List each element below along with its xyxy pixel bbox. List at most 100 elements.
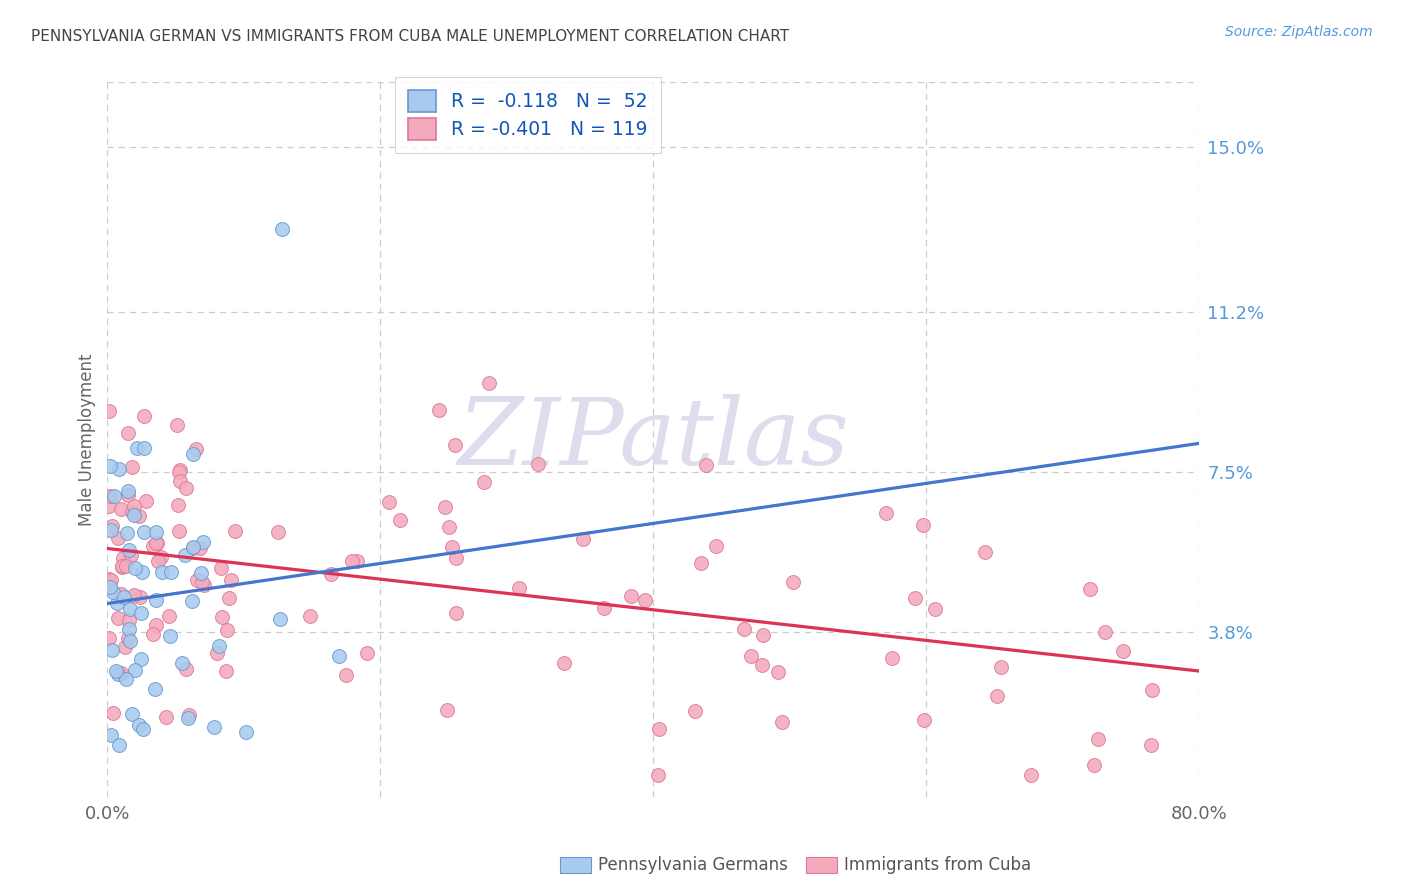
Point bbox=[97, 631, 120, 645]
Point bbox=[101, 706, 124, 720]
Point bbox=[340, 554, 363, 568]
Point bbox=[176, 711, 198, 725]
Point bbox=[145, 618, 167, 632]
Point bbox=[904, 591, 927, 605]
Point bbox=[132, 409, 155, 423]
Point bbox=[440, 540, 463, 554]
Point bbox=[101, 584, 124, 599]
Point bbox=[98, 459, 121, 474]
Point bbox=[101, 519, 124, 533]
Point bbox=[129, 652, 152, 666]
Point bbox=[115, 526, 138, 541]
Point bbox=[142, 627, 165, 641]
Point bbox=[120, 634, 142, 648]
Point bbox=[472, 475, 495, 489]
Point bbox=[107, 531, 129, 545]
Point bbox=[174, 481, 197, 495]
Point bbox=[1078, 582, 1101, 597]
Point bbox=[107, 739, 129, 753]
Point bbox=[271, 222, 294, 236]
Point bbox=[129, 607, 152, 621]
Point bbox=[974, 545, 997, 559]
Point bbox=[356, 647, 378, 661]
Point bbox=[683, 704, 706, 718]
Point bbox=[124, 663, 146, 677]
Point bbox=[751, 657, 773, 672]
Point bbox=[733, 623, 755, 637]
Point bbox=[180, 594, 202, 608]
Point bbox=[434, 500, 457, 514]
Point bbox=[97, 404, 120, 418]
Point bbox=[146, 554, 169, 568]
Point bbox=[205, 646, 228, 660]
Legend: R =  -0.118   N =  52, R = -0.401   N = 119: R = -0.118 N = 52, R = -0.401 N = 119 bbox=[395, 77, 661, 153]
Point bbox=[181, 541, 204, 555]
Point bbox=[132, 441, 155, 455]
Point bbox=[1112, 643, 1135, 657]
Point bbox=[100, 573, 122, 587]
Point bbox=[266, 525, 288, 540]
Point bbox=[159, 608, 181, 623]
Point bbox=[100, 728, 122, 742]
Point bbox=[427, 402, 450, 417]
Point bbox=[704, 539, 727, 553]
Point bbox=[117, 631, 139, 645]
Point bbox=[181, 541, 204, 555]
Point bbox=[446, 550, 468, 565]
Point bbox=[782, 575, 804, 590]
Point bbox=[100, 580, 122, 594]
Point bbox=[186, 442, 208, 456]
Point bbox=[167, 524, 190, 538]
Point bbox=[100, 643, 122, 657]
Point bbox=[145, 524, 167, 539]
Point bbox=[1094, 624, 1116, 639]
Point bbox=[172, 656, 194, 670]
Point bbox=[215, 665, 238, 679]
Point bbox=[211, 610, 233, 624]
Point bbox=[875, 506, 897, 520]
Point bbox=[127, 442, 149, 456]
Point bbox=[169, 474, 191, 488]
Point bbox=[117, 543, 139, 558]
Point bbox=[191, 574, 214, 589]
Point bbox=[132, 723, 155, 737]
Point bbox=[150, 566, 173, 580]
Point bbox=[117, 425, 139, 440]
Point bbox=[766, 665, 789, 679]
Point bbox=[208, 639, 231, 653]
Point bbox=[166, 418, 188, 433]
Point bbox=[97, 500, 120, 514]
Point bbox=[202, 720, 225, 734]
Point bbox=[1087, 732, 1109, 747]
Point bbox=[217, 624, 239, 638]
Point bbox=[110, 587, 132, 601]
Point bbox=[159, 630, 181, 644]
Point bbox=[110, 502, 132, 516]
Point bbox=[740, 649, 762, 664]
Point bbox=[335, 668, 357, 682]
Text: ZIPatlas: ZIPatlas bbox=[457, 394, 849, 484]
Point bbox=[169, 463, 191, 477]
Point bbox=[269, 612, 291, 626]
Point bbox=[134, 524, 156, 539]
Point bbox=[145, 592, 167, 607]
Point bbox=[121, 460, 143, 475]
Point bbox=[128, 508, 150, 523]
Point bbox=[110, 665, 132, 680]
Text: Pennsylvania Germans: Pennsylvania Germans bbox=[598, 856, 787, 874]
Point bbox=[1140, 682, 1163, 697]
Point bbox=[105, 595, 128, 609]
Point bbox=[135, 494, 157, 508]
Point bbox=[143, 682, 166, 697]
Point bbox=[173, 549, 195, 563]
Point bbox=[112, 591, 135, 605]
Point bbox=[882, 650, 904, 665]
Point bbox=[120, 548, 142, 562]
Point bbox=[107, 666, 129, 681]
Point bbox=[508, 582, 530, 596]
Point bbox=[209, 561, 232, 575]
Point bbox=[633, 592, 655, 607]
Point bbox=[218, 591, 240, 605]
Point bbox=[191, 535, 214, 549]
Point bbox=[131, 565, 153, 579]
